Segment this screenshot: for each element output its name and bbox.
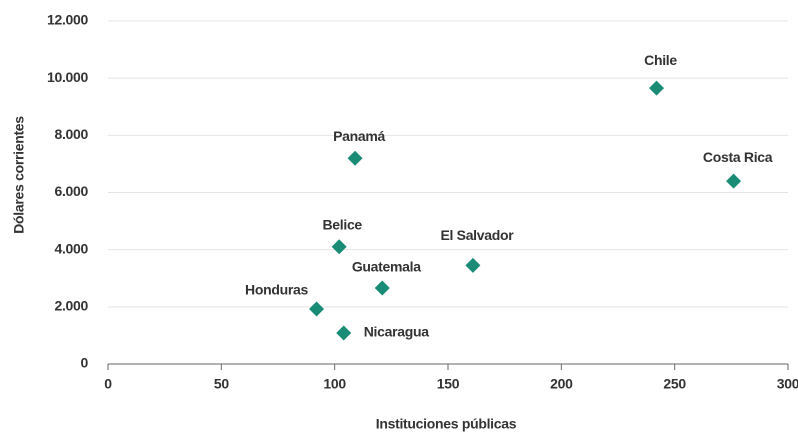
x-tick-label: 250 (663, 376, 686, 392)
y-tick-label: 2.000 (54, 298, 88, 314)
y-tick-label: 0 (81, 355, 89, 371)
point (309, 301, 325, 317)
x-axis-label: Instituciones públicas (376, 416, 517, 432)
y-tick-label: 4.000 (54, 240, 88, 256)
point (649, 80, 665, 96)
y-axis-label: Dólares corrientes (11, 116, 27, 234)
y-tick-label: 10.000 (47, 69, 89, 85)
point (726, 173, 742, 189)
x-tick-label: 50 (214, 376, 229, 392)
point (347, 150, 363, 166)
point-label: Chile (644, 52, 677, 68)
point-label: Panamá (333, 128, 385, 144)
point (465, 257, 481, 273)
point-label: El Salvador (440, 227, 514, 243)
point (336, 325, 352, 341)
x-tick-label: 200 (550, 376, 573, 392)
point-label: Honduras (245, 282, 308, 298)
x-tick-label: 150 (437, 376, 460, 392)
y-tick-label: 12.000 (47, 12, 89, 28)
x-tick-label: 0 (104, 376, 112, 392)
point (374, 280, 390, 296)
x-tick-label: 100 (323, 376, 346, 392)
y-tick-label: 8.000 (54, 126, 88, 142)
point (331, 239, 347, 255)
point-label: Belice (322, 217, 362, 233)
point-label: Guatemala (352, 259, 421, 275)
x-tick-label: 300 (777, 376, 798, 392)
y-tick-label: 6.000 (54, 183, 88, 199)
point-label: Costa Rica (703, 149, 773, 165)
point-label: Nicaragua (364, 324, 430, 340)
